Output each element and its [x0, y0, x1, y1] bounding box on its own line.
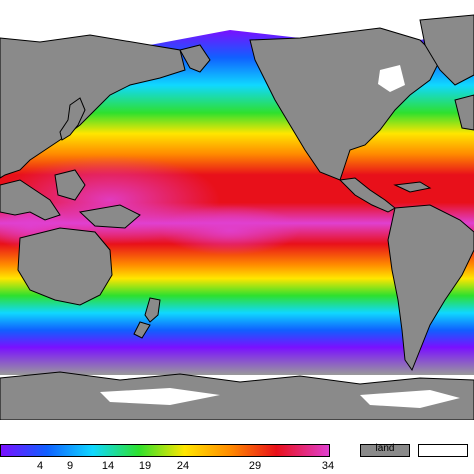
antarctic-ice-shelf [100, 388, 460, 408]
land-maritime-southeast-asia [0, 179, 61, 221]
land-asia [0, 34, 186, 179]
colorbar-tick-label: 4 [36, 460, 44, 472]
land-australia [17, 227, 113, 306]
land-new-zealand [133, 297, 161, 339]
hudson-bay [378, 65, 405, 92]
land-greenland [419, 14, 474, 86]
land-legend-label: land [375, 443, 395, 454]
colorbar-tick-label: 29 [248, 460, 262, 472]
temperature-colorbar [0, 444, 330, 457]
colorbar-tick-label: 9 [66, 460, 74, 472]
land-caribbean [393, 181, 432, 193]
warm-pool-central-pacific [160, 205, 300, 255]
colorbar-tick-label: 34 [321, 460, 335, 472]
colorbar-tick-label: 19 [138, 460, 152, 472]
land-antarctica [0, 371, 474, 420]
land-new-guinea [78, 204, 141, 229]
arctic-region [0, 0, 474, 45]
land-kamchatka [179, 44, 211, 73]
land-japan [59, 97, 86, 141]
land-south-america [387, 204, 474, 372]
land-legend-swatch [360, 444, 410, 457]
colorbar-tick-label: 14 [101, 460, 115, 472]
land-borneo [54, 169, 86, 201]
land-atlantic-east [454, 94, 474, 131]
sea-surface-temperature-map [0, 0, 474, 420]
colorbar-tick-label: 24 [176, 460, 190, 472]
land-north-america [249, 27, 441, 181]
no-data-legend-swatch [418, 444, 468, 457]
